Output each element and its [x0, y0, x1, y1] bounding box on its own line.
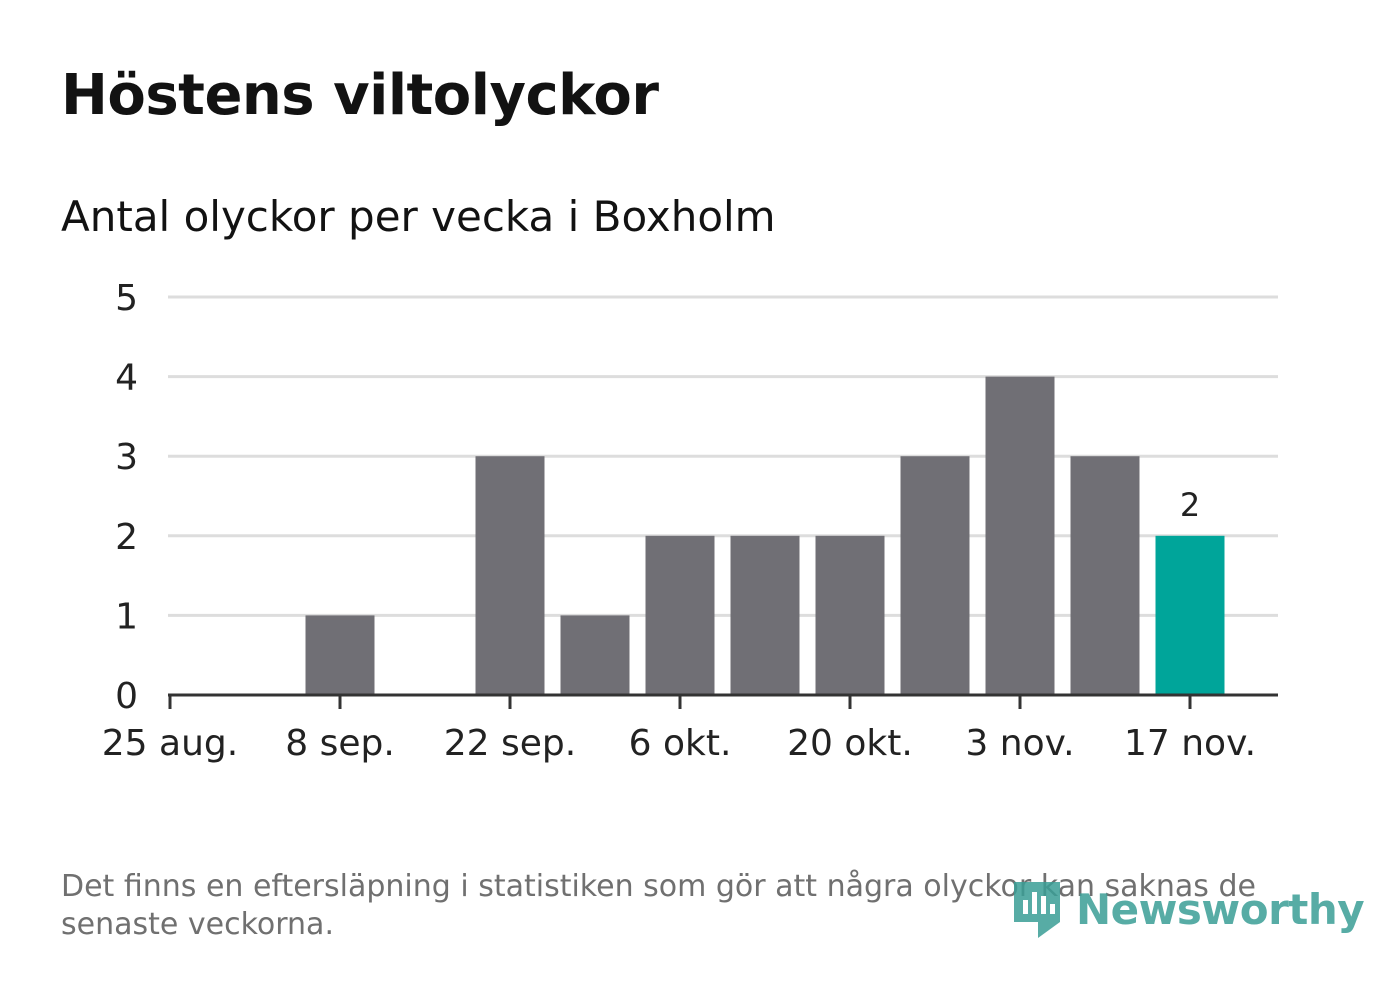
y-tick-label: 4 — [115, 358, 138, 399]
y-tick-label: 0 — [115, 676, 138, 717]
y-tick-label: 1 — [115, 596, 138, 637]
bars — [305, 376, 1225, 695]
bar — [900, 456, 970, 695]
x-tick-label: 8 sep. — [285, 723, 395, 764]
bar — [1155, 535, 1225, 695]
x-axis-labels: 25 aug. 8 sep. 22 sep. 6 okt. 20 okt. 3 nov. 1… — [102, 723, 1256, 764]
y-tick-label: 3 — [115, 437, 138, 478]
y-tick-label: 2 — [115, 517, 138, 558]
x-tick-label: 25 aug. — [102, 723, 238, 764]
x-tick-label: 20 okt. — [787, 723, 913, 764]
x-tick-label: 6 okt. — [629, 723, 732, 764]
x-tick-label: 17 nov. — [1124, 723, 1256, 764]
bar — [985, 376, 1055, 695]
bar — [815, 535, 885, 695]
bar — [475, 456, 545, 695]
bar — [560, 615, 630, 695]
x-tick-label: 3 nov. — [965, 723, 1074, 764]
bar — [305, 615, 375, 695]
bar — [1070, 456, 1140, 695]
data-label: 2 — [1180, 486, 1200, 524]
x-tick-label: 22 sep. — [444, 723, 576, 764]
chart-title: Höstens viltolyckor — [61, 63, 659, 128]
bar-chart: 0 1 2 3 4 5 25 aug. 8 sep. 22 sep. 6 okt. 20 okt.… — [102, 278, 1278, 764]
brand-logo[interactable]: Newsworthy — [1012, 878, 1365, 940]
y-tick-label: 5 — [115, 278, 138, 319]
data-labels: 2 — [1180, 486, 1200, 524]
y-axis-labels: 0 1 2 3 4 5 — [115, 278, 138, 717]
bar — [730, 535, 800, 695]
chart-subtitle: Antal olyckor per vecka i Boxholm — [61, 192, 776, 241]
bar — [645, 535, 715, 695]
x-axis — [168, 693, 1278, 709]
newsworthy-logo-icon — [1014, 882, 1060, 938]
brand-name: Newsworthy — [1076, 884, 1365, 934]
